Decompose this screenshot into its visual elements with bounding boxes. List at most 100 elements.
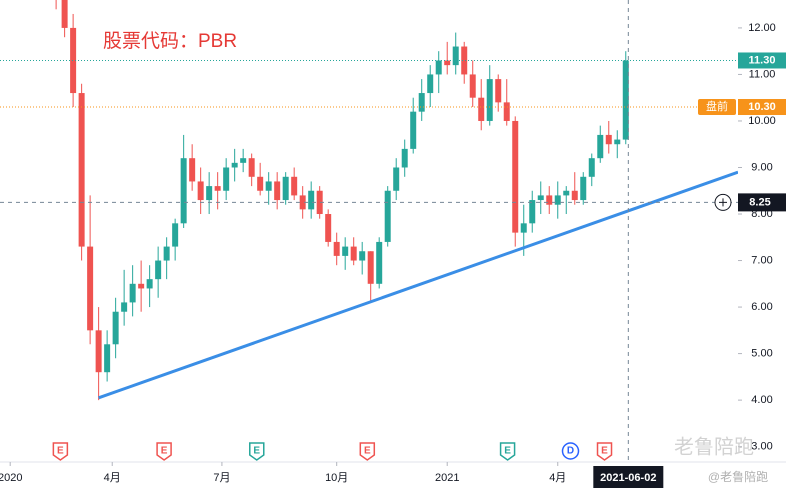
- event-label: E: [601, 446, 608, 457]
- price-label-box: [738, 52, 786, 69]
- crosshair-y-box: [738, 193, 786, 212]
- event-label: E: [161, 446, 168, 457]
- candle-body: [231, 162, 238, 168]
- candle-body: [495, 79, 502, 103]
- crosshair-plus-icon: [719, 198, 727, 207]
- event-label: E: [364, 446, 371, 457]
- candle-body: [512, 120, 519, 233]
- y-tick-label: 5.00: [751, 348, 772, 360]
- candle-body: [61, 0, 68, 28]
- candle-body: [129, 283, 136, 303]
- candle-body: [614, 139, 621, 145]
- candle-body: [240, 158, 247, 163]
- candle-body: [163, 246, 170, 261]
- x-tick-label: 7月: [213, 472, 230, 484]
- y-tick-label: 7.00: [751, 254, 772, 266]
- y-tick-label: 9.00: [751, 161, 772, 173]
- candle-body: [418, 93, 425, 112]
- candle-body: [138, 283, 145, 289]
- candle-body: [104, 344, 111, 373]
- y-tick-label: 3.00: [751, 441, 772, 453]
- candle-body: [155, 260, 162, 280]
- price-tag-box: [698, 99, 736, 116]
- candle-body: [87, 246, 94, 331]
- candle-body: [563, 190, 570, 196]
- candle-body: [223, 167, 230, 191]
- candle-body: [189, 158, 196, 182]
- candle-body: [554, 195, 561, 205]
- candle-body: [461, 46, 468, 75]
- candle-body: [503, 102, 510, 121]
- candle-body: [257, 176, 264, 191]
- y-tick-label: 12.00: [748, 22, 776, 34]
- candle-body: [214, 186, 221, 191]
- candle-body: [401, 148, 408, 168]
- event-marker: [359, 442, 376, 461]
- candle-body: [571, 190, 578, 201]
- event-label: D: [567, 446, 574, 457]
- candle-body: [376, 241, 383, 284]
- x-tick-label: 4月: [549, 472, 566, 484]
- candle-body: [197, 181, 204, 201]
- x-tick-label: 2021: [435, 472, 459, 484]
- candle-body: [172, 223, 179, 247]
- candle-body: [282, 176, 289, 201]
- event-label: E: [57, 446, 64, 457]
- candle-body: [316, 190, 323, 215]
- event-marker: [52, 442, 69, 461]
- candle-body: [112, 311, 119, 345]
- candle-body: [605, 134, 612, 145]
- candle-body: [274, 181, 281, 201]
- candle-body: [308, 190, 315, 210]
- candle-body: [537, 195, 544, 201]
- candle-body: [146, 279, 153, 289]
- candle-body: [469, 74, 476, 98]
- candle-body: [393, 167, 400, 191]
- candle-body: [444, 60, 451, 66]
- candle-body: [70, 27, 77, 94]
- candle-body: [367, 251, 374, 284]
- candle-body: [299, 195, 306, 210]
- candle-body: [529, 200, 536, 224]
- candle-body: [435, 60, 442, 75]
- candle-body: [580, 176, 587, 201]
- event-marker: [499, 442, 516, 461]
- candle-body: [78, 93, 85, 247]
- candle-body: [342, 246, 349, 256]
- price-tag: 盘前: [706, 99, 728, 113]
- candle-body: [350, 246, 357, 261]
- event-marker: [249, 442, 265, 461]
- candle-body: [427, 74, 434, 94]
- event-label: E: [253, 446, 260, 457]
- x-tick-label: 2020: [0, 472, 22, 484]
- price-label-box: [738, 99, 786, 116]
- candle-body: [520, 223, 527, 233]
- candle-body: [180, 158, 187, 224]
- price-label: 10.30: [748, 101, 776, 113]
- y-tick-label: 6.00: [751, 301, 772, 313]
- watermark: 老鲁陪跑: [674, 435, 754, 458]
- event-marker: [596, 442, 613, 461]
- candle-body: [478, 97, 485, 121]
- chart-title: 股票代码：PBR: [103, 30, 237, 52]
- y-tick-label: 11.00: [749, 68, 776, 80]
- candle-body: [410, 111, 417, 149]
- candle-body: [384, 190, 391, 242]
- y-tick-label: 4.00: [751, 394, 772, 406]
- candle-body: [486, 79, 493, 121]
- x-tick-label: 4月: [104, 472, 121, 484]
- candle-body: [597, 134, 604, 159]
- candle-body: [588, 158, 595, 177]
- event-label: E: [504, 446, 511, 457]
- candle-body: [265, 181, 272, 191]
- candle-body: [359, 251, 366, 261]
- candle-body: [622, 60, 629, 140]
- x-tick-label: 10月: [325, 472, 348, 484]
- trendline: [98, 170, 738, 400]
- candle-body: [452, 46, 459, 66]
- candle-body: [333, 241, 340, 256]
- crosshair-x-label: 2021-06-02: [600, 472, 656, 484]
